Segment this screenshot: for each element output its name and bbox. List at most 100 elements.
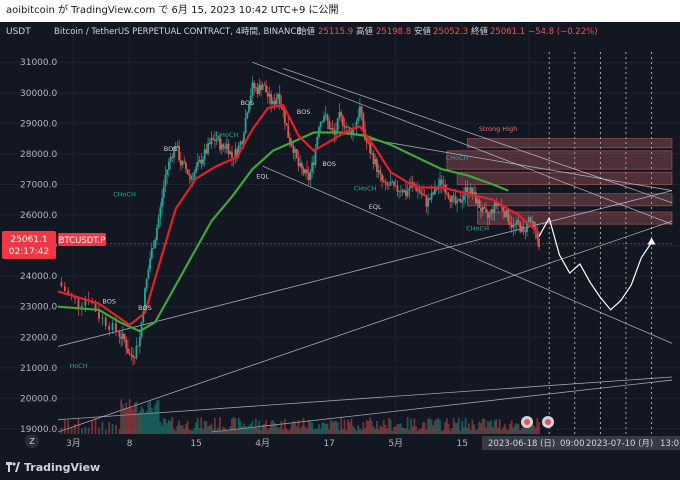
volume-bar (150, 407, 153, 434)
volume-bar (241, 426, 244, 434)
candle-body (425, 196, 428, 207)
volume-bar (391, 430, 394, 434)
candle-body (493, 202, 496, 213)
candle-body (135, 345, 138, 358)
candle-body (243, 133, 245, 144)
candle-body (258, 84, 261, 94)
trend-line (57, 220, 673, 433)
volume-bar (428, 418, 431, 434)
legend-high-label: 高値 (356, 26, 374, 37)
candle-body (345, 126, 348, 128)
candle-body (138, 336, 141, 346)
candle-body (246, 112, 249, 118)
volume-bar (352, 426, 354, 434)
candle-body (185, 162, 187, 170)
candle-body (137, 345, 140, 347)
volume-bar (490, 420, 493, 434)
time-tick-label: 5月 (388, 438, 403, 449)
event-markers[interactable] (521, 416, 554, 428)
candle-body (164, 174, 167, 187)
volume-bar (169, 420, 172, 434)
volume-bar (365, 420, 368, 434)
candle-body (386, 182, 389, 186)
volume-bar (340, 418, 343, 434)
volume-bar (309, 420, 312, 434)
volume-bar (389, 419, 392, 434)
candle-body (401, 190, 404, 193)
volume-bar (393, 426, 395, 434)
readout-time-2: 2023-07-10 (月) (586, 439, 653, 449)
volume-bar (399, 423, 402, 434)
volume-bar (445, 418, 448, 434)
volume-bar (324, 423, 327, 434)
candle-body (374, 159, 377, 165)
candle-body (336, 118, 339, 131)
volume-bar (502, 427, 505, 434)
volume-bar (121, 404, 124, 434)
volume-bar (415, 426, 418, 434)
candle-body (340, 112, 343, 117)
volume-bar (512, 427, 515, 434)
volume-bar (401, 427, 404, 434)
candle-body (488, 213, 491, 218)
volume-bar (222, 426, 225, 434)
candle-body (150, 248, 153, 259)
candle-body (161, 198, 163, 208)
volume-bar (285, 428, 288, 434)
volume-bar (364, 428, 366, 434)
tradingview-icon (6, 462, 20, 472)
volume-bar (480, 423, 482, 434)
candle-body (290, 142, 293, 147)
legend-open-label: 始値 (298, 26, 316, 37)
candle-body (94, 303, 97, 312)
volume-bar (166, 423, 169, 434)
candle-body (343, 125, 346, 128)
candle-body (519, 222, 522, 232)
candle-body (166, 169, 169, 175)
volume-bar (246, 426, 249, 434)
volume-bar (130, 406, 133, 434)
volume-bar (343, 419, 346, 434)
candle-body (285, 123, 288, 126)
candle-body (254, 87, 257, 89)
volume-bar (370, 420, 373, 434)
candle-body (370, 153, 373, 154)
volume-bar (427, 418, 430, 434)
candle-body (326, 114, 329, 121)
volume-bar (481, 418, 484, 434)
candle-body (294, 149, 296, 153)
tradingview-logo[interactable]: TradingView (6, 461, 100, 474)
readout-time-3: 13:0 (660, 439, 679, 449)
volume-bar (423, 422, 426, 434)
candle-body (473, 192, 476, 195)
trend-line (364, 138, 673, 191)
candle-body (145, 278, 148, 289)
volume-bar (215, 429, 218, 434)
price-chart[interactable]: CHoCH BOS BOS HoCH BOS CHoCH BOS BOS BOS CHoCH CHo… (0, 22, 680, 455)
candle-body (331, 127, 334, 131)
candle-body (413, 183, 416, 187)
candle-body (178, 145, 180, 161)
go-to-realtime-button[interactable]: Z (25, 434, 39, 448)
candle-body (464, 187, 467, 196)
volume-bar (536, 418, 539, 434)
volume-bar (282, 429, 285, 434)
volume-bar (341, 429, 344, 434)
candle-body (372, 153, 375, 165)
candle-body (434, 186, 436, 195)
candle-body (469, 187, 472, 194)
volume-bar (474, 430, 477, 434)
volume-bar (435, 418, 438, 434)
candle-body (234, 149, 237, 159)
candle-body (196, 161, 199, 167)
volume-bar (91, 420, 94, 434)
volume-bar (476, 428, 479, 434)
volume-bar (98, 427, 100, 434)
candle-body (179, 160, 182, 166)
candle-body (447, 193, 450, 199)
volume-bar (493, 420, 496, 434)
candle-body (309, 171, 312, 181)
candle-body (481, 207, 484, 212)
candle-body (357, 117, 360, 122)
ema-fast-line (57, 103, 540, 327)
